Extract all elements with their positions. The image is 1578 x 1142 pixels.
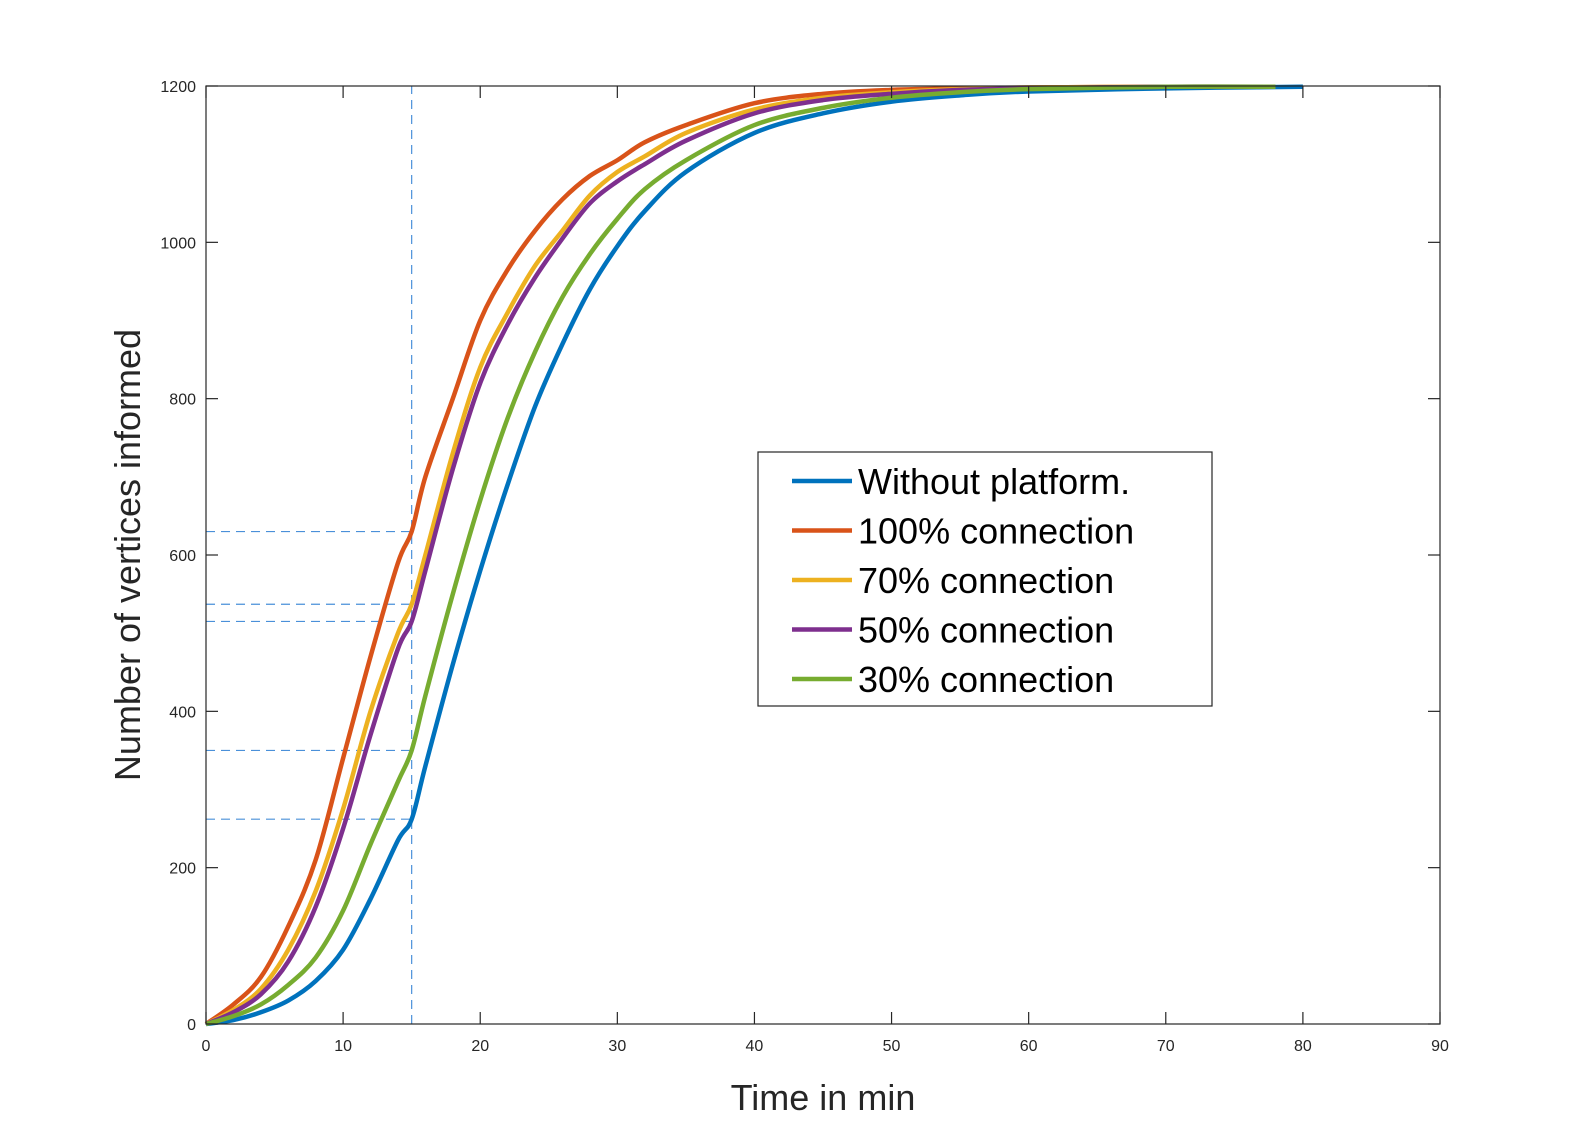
y-tick-label: 0 <box>187 1017 196 1034</box>
ticks: 0 10 20 30 40 50 60 70 80 90 0 200 400 600 800 1000 1200 <box>160 79 1449 1055</box>
x-tick-label: 60 <box>1020 1038 1038 1055</box>
series-line-4 <box>205 84 1276 1027</box>
y-tick-label: 200 <box>169 861 196 878</box>
x-tick-label: 90 <box>1431 1038 1449 1055</box>
reference-lines <box>206 85 413 1024</box>
y-tick-label: 1200 <box>160 79 196 96</box>
y-tick-label: 400 <box>169 704 196 721</box>
x-tick-label: 20 <box>471 1038 489 1055</box>
x-tick-label: 0 <box>202 1038 211 1055</box>
x-tick-label: 80 <box>1294 1038 1312 1055</box>
y-tick-label: 1000 <box>160 235 196 252</box>
y-axis-title: Number of vertices informed <box>107 329 148 781</box>
x-tick-label: 70 <box>1157 1038 1175 1055</box>
x-tick-label: 40 <box>746 1038 764 1055</box>
legend-label-1: 100% connection <box>858 511 1134 552</box>
series-lines <box>204 84 1303 1027</box>
legend: Without platform. 100% connection 70% conn… <box>757 451 1213 707</box>
legend-label-4: 30% connection <box>858 659 1114 700</box>
x-tick-label: 10 <box>334 1038 352 1055</box>
x-tick-label: 50 <box>883 1038 901 1055</box>
x-tick-label: 30 <box>608 1038 626 1055</box>
x-axis-title: Time in min <box>731 1077 916 1118</box>
legend-label-3: 50% connection <box>858 610 1114 651</box>
legend-label-0: Without platform. <box>858 461 1130 502</box>
legend-label-2: 70% connection <box>858 560 1114 601</box>
series-line-3 <box>205 84 1276 1027</box>
y-tick-label: 800 <box>169 392 196 409</box>
series-line-0 <box>205 84 1303 1027</box>
y-tick-label: 600 <box>169 548 196 565</box>
